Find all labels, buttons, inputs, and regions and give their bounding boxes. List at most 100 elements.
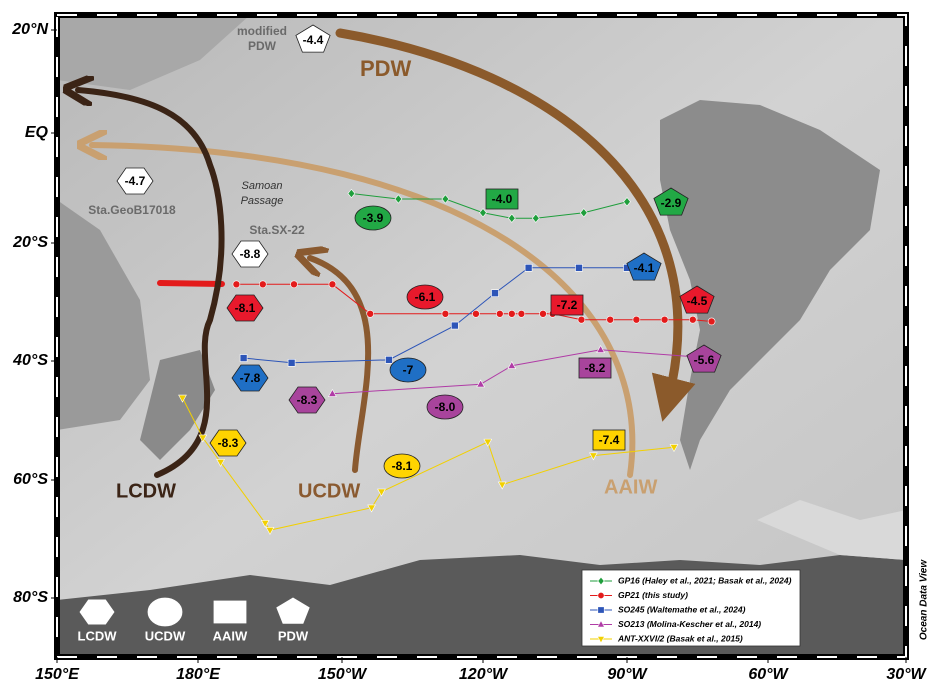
- value-badge: [116, 167, 154, 195]
- value-badge: [426, 394, 464, 420]
- value-label: -8.3: [297, 393, 318, 407]
- track-point: [531, 213, 540, 223]
- water-mass-label: UCDW: [298, 480, 360, 502]
- track-point: [575, 263, 583, 272]
- track-point: [198, 434, 208, 443]
- track-point: [290, 280, 298, 289]
- track-point: [539, 309, 547, 318]
- water-mass-label: LCDW: [116, 480, 176, 502]
- track-point: [524, 263, 533, 272]
- shape-legend-symbol: [213, 600, 247, 624]
- track-point: [707, 317, 716, 326]
- thick-section: [157, 280, 225, 287]
- legend-marker: [597, 576, 605, 586]
- track-point: [239, 354, 248, 362]
- value-badge: [231, 364, 269, 392]
- track-point: [328, 280, 337, 289]
- track-line: [243, 267, 627, 364]
- station-note: PDW: [248, 39, 277, 53]
- legend-marker: [596, 636, 606, 644]
- track-line: [236, 283, 712, 322]
- value-label: -8.1: [235, 301, 256, 315]
- value-badge: [592, 429, 626, 451]
- track-point: [606, 315, 615, 324]
- track-point: [232, 280, 241, 289]
- value-label: -4.1: [634, 261, 655, 275]
- track-point: [577, 315, 586, 324]
- shape-legend-label: AAIW: [213, 628, 248, 643]
- value-label: -5.6: [694, 353, 715, 367]
- value-label: -8.0: [435, 400, 456, 414]
- track-point: [589, 452, 598, 461]
- shape-legend-symbol: [147, 597, 183, 627]
- value-label: -3.9: [363, 211, 384, 225]
- value-label: -8.2: [585, 361, 606, 375]
- track-point: [507, 360, 517, 369]
- track-point: [517, 309, 526, 318]
- value-badge: [686, 344, 722, 373]
- value-label: -7.4: [599, 433, 620, 447]
- value-label: -4.7: [125, 174, 146, 188]
- track-point: [328, 388, 337, 397]
- track-point: [394, 194, 403, 204]
- value-label: -4.0: [492, 192, 513, 206]
- ucdw-arrow: [310, 258, 372, 473]
- track-point: [347, 188, 356, 199]
- legend-label: ANT-XXVI/2 (Basak et al., 2015): [617, 633, 743, 643]
- value-badge: [354, 205, 392, 231]
- track-point: [632, 315, 641, 324]
- layers: 20°N EQ 20°S 40°S 60°S 80°S 150°E 180°E 150°W 120…: [11, 21, 927, 683]
- track-point: [287, 358, 296, 367]
- legend-marker: [596, 620, 606, 628]
- water-mass-label: AAIW: [604, 476, 657, 498]
- value-badge: [389, 357, 427, 383]
- water-mass-label: PDW: [360, 56, 412, 81]
- station-note: Samoan: [242, 180, 283, 192]
- shape-legend-label: PDW: [278, 628, 309, 643]
- track-point: [497, 481, 507, 490]
- legend-label: SO245 (Waltemathe et al., 2024): [618, 604, 746, 614]
- value-label: -2.9: [661, 196, 682, 210]
- lon-label: 60°W: [748, 666, 789, 683]
- legend-box: [581, 569, 801, 647]
- legend-label: SO213 (Molina-Kescher et al., 2014): [618, 619, 761, 629]
- track-point: [491, 289, 499, 297]
- value-badge: [383, 453, 421, 479]
- value-badge: [295, 24, 331, 53]
- lon-label: 150°W: [318, 666, 368, 683]
- value-label: -6.1: [415, 290, 436, 304]
- value-badge: [406, 284, 444, 310]
- track-point: [385, 356, 393, 364]
- lon-label: 150°E: [35, 666, 80, 683]
- lat-label: 20°S: [12, 234, 48, 251]
- track-point: [660, 315, 669, 324]
- value-label: -8.3: [218, 436, 239, 450]
- track-point: [596, 344, 605, 353]
- value-badge: [485, 188, 519, 210]
- shape-legend-symbol: [276, 597, 310, 624]
- lon-label: 120°W: [459, 666, 509, 683]
- lon-label: 30°W: [886, 666, 927, 683]
- shape-legend-symbol: [79, 599, 115, 625]
- frame-ticks: [56, 14, 907, 658]
- station-note: modified: [237, 24, 287, 38]
- shape-legend-label: UCDW: [145, 628, 186, 643]
- track-point: [495, 309, 504, 318]
- station-note: Sta.SX-22: [249, 223, 305, 237]
- track-point: [265, 527, 275, 535]
- value-badge: [209, 429, 247, 457]
- lon-label: 90°W: [607, 666, 648, 683]
- value-badge: [288, 386, 326, 414]
- lcdw-arrow: [78, 90, 225, 478]
- lat-label: EQ: [25, 124, 49, 141]
- value-badge: [679, 285, 715, 314]
- track-point: [366, 309, 375, 318]
- track-point: [451, 321, 459, 330]
- station-note: Sta.GeoB17018: [88, 203, 176, 217]
- value-label: -4.4: [303, 33, 324, 47]
- value-badge: [626, 252, 662, 281]
- track-line: [351, 193, 628, 219]
- track-point: [579, 208, 588, 218]
- track-point: [623, 197, 631, 207]
